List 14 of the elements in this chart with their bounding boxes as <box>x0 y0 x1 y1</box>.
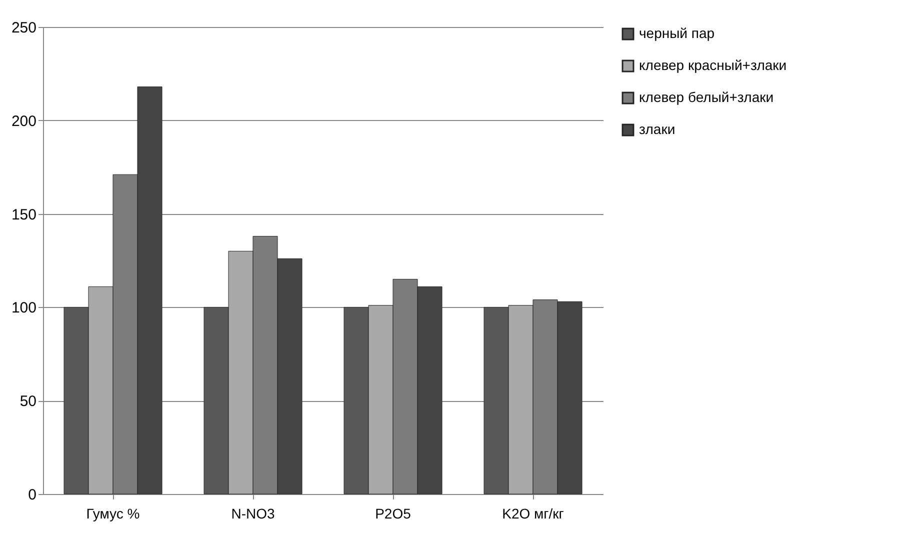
x-tick-label: N-NO3 <box>231 506 275 522</box>
y-tick-label: 0 <box>28 486 36 504</box>
x-tick-label: P2O5 <box>375 506 412 522</box>
x-tick-label: Гумус % <box>86 506 140 522</box>
legend-label: клевер белый+злаки <box>639 89 774 105</box>
y-tick-label: 50 <box>20 393 36 410</box>
y-tick-label: 150 <box>11 206 36 224</box>
legend-label: злаки <box>639 121 676 137</box>
y-tick-label: 200 <box>11 112 36 130</box>
legend-label: черный пар <box>639 25 715 41</box>
y-tick-label: 250 <box>11 20 36 36</box>
legend-label: клевер красный+злаки <box>639 57 787 73</box>
x-tick-label: K2O мг/кг <box>502 506 564 522</box>
y-tick-label: 100 <box>11 300 36 317</box>
